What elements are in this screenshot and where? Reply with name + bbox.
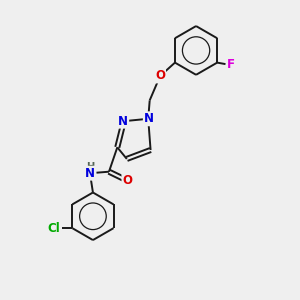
Text: O: O (155, 70, 165, 83)
Text: H: H (86, 162, 94, 172)
Text: N: N (118, 115, 128, 128)
Text: Cl: Cl (47, 222, 60, 235)
Text: N: N (144, 112, 154, 125)
Text: N: N (85, 167, 95, 180)
Text: F: F (227, 58, 235, 70)
Text: O: O (122, 174, 132, 187)
